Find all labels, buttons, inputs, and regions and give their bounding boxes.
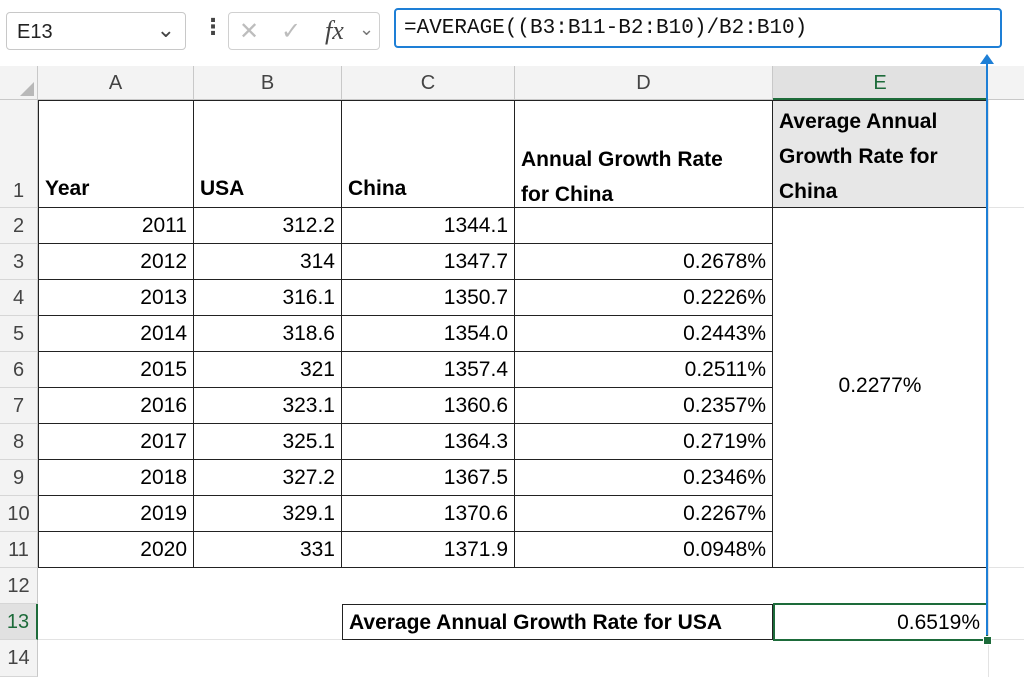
avg-usa-value[interactable]: 0.6519%: [773, 603, 988, 641]
row-header-11[interactable]: 11: [0, 532, 38, 568]
formula-input[interactable]: =AVERAGE((B3:B11-B2:B10)/B2:B10): [394, 8, 1002, 48]
year-cell[interactable]: 2019: [38, 496, 194, 532]
growth-cell[interactable]: 0.2357%: [515, 388, 773, 424]
china-cell[interactable]: 1370.6: [342, 496, 515, 532]
formula-bar: E13 ⌄ ⋮ ✕ ✓ fx ⌄ =AVERAGE((B3:B11-B2:B10…: [0, 0, 1024, 64]
growth-cell[interactable]: 0.2443%: [515, 316, 773, 352]
growth-cell[interactable]: 0.2678%: [515, 244, 773, 280]
avg-usa-label[interactable]: Average Annual Growth Rate for USA: [342, 604, 773, 640]
formula-expand-chevron-icon[interactable]: ⌄: [359, 19, 375, 39]
growth-cell[interactable]: 0.2267%: [515, 496, 773, 532]
row-header-14[interactable]: 14: [0, 640, 38, 677]
row-header-7[interactable]: 7: [0, 388, 38, 424]
more-options-icon[interactable]: ⋮: [202, 14, 224, 39]
cancel-icon[interactable]: ✕: [239, 18, 260, 45]
column-header-a[interactable]: A: [38, 66, 194, 100]
header-year[interactable]: Year: [38, 100, 194, 208]
column-header-e[interactable]: E: [773, 66, 988, 100]
growth-cell[interactable]: 0.2719%: [515, 424, 773, 460]
year-cell[interactable]: 2017: [38, 424, 194, 460]
year-cell[interactable]: 2015: [38, 352, 194, 388]
select-all-corner[interactable]: [0, 66, 38, 100]
year-cell[interactable]: 2018: [38, 460, 194, 496]
header-china[interactable]: China: [342, 100, 515, 208]
formula-text: =AVERAGE((B3:B11-B2:B10)/B2:B10): [404, 17, 808, 40]
china-cell[interactable]: 1357.4: [342, 352, 515, 388]
year-cell[interactable]: 2013: [38, 280, 194, 316]
header-growth-china-line1: Annual Growth Rate: [521, 148, 723, 171]
growth-cell[interactable]: 0.2226%: [515, 280, 773, 316]
usa-cell[interactable]: 316.1: [194, 280, 342, 316]
growth-cell[interactable]: 0.0948%: [515, 532, 773, 568]
growth-cell[interactable]: 0.2346%: [515, 460, 773, 496]
formula-controls: ✕ ✓ fx ⌄: [228, 12, 380, 50]
china-cell[interactable]: 1350.7: [342, 280, 515, 316]
gridline: [988, 100, 989, 677]
header-growth-china-line2: for China: [521, 183, 614, 206]
usa-cell[interactable]: 331: [194, 532, 342, 568]
row-header-2[interactable]: 2: [0, 208, 38, 244]
year-cell[interactable]: 2012: [38, 244, 194, 280]
row-header-1[interactable]: 1: [0, 100, 38, 208]
gridline: [988, 207, 1024, 208]
usa-cell[interactable]: 323.1: [194, 388, 342, 424]
header-growth-china[interactable]: Annual Growth Rate for China: [515, 100, 773, 208]
header-avg-china[interactable]: Average Annual Growth Rate for China: [773, 100, 988, 208]
china-cell[interactable]: 1367.5: [342, 460, 515, 496]
row-header-5[interactable]: 5: [0, 316, 38, 352]
china-cell[interactable]: 1354.0: [342, 316, 515, 352]
china-cell[interactable]: 1347.7: [342, 244, 515, 280]
name-box[interactable]: E13 ⌄: [6, 12, 186, 50]
usa-cell[interactable]: 318.6: [194, 316, 342, 352]
header-avg-china-line2: Growth Rate for: [779, 145, 938, 168]
header-avg-china-line3: China: [779, 180, 838, 203]
header-avg-china-line1: Average Annual: [779, 110, 938, 133]
growth-cell[interactable]: 0.2511%: [515, 352, 773, 388]
china-cell[interactable]: 1364.3: [342, 424, 515, 460]
fill-handle[interactable]: [983, 636, 992, 645]
usa-cell[interactable]: 325.1: [194, 424, 342, 460]
insert-function-icon[interactable]: fx: [325, 16, 344, 45]
chevron-down-icon[interactable]: ⌄: [156, 17, 175, 42]
year-cell[interactable]: 2016: [38, 388, 194, 424]
usa-cell[interactable]: 321: [194, 352, 342, 388]
china-cell[interactable]: 1360.6: [342, 388, 515, 424]
trace-arrowhead-icon: [980, 54, 994, 64]
row-header-6[interactable]: 6: [0, 352, 38, 388]
year-cell[interactable]: 2020: [38, 532, 194, 568]
row-header-3[interactable]: 3: [0, 244, 38, 280]
header-usa[interactable]: USA: [194, 100, 342, 208]
year-cell[interactable]: 2014: [38, 316, 194, 352]
row-header-13[interactable]: 13: [0, 604, 38, 640]
column-header-d[interactable]: D: [515, 66, 773, 100]
row-header-8[interactable]: 8: [0, 424, 38, 460]
column-header-f[interactable]: [988, 66, 1024, 100]
column-header-c[interactable]: C: [342, 66, 515, 100]
row-header-9[interactable]: 9: [0, 460, 38, 496]
usa-cell[interactable]: 327.2: [194, 460, 342, 496]
trace-arrow-line: [986, 60, 988, 635]
avg-china-value[interactable]: 0.2277%: [773, 208, 988, 568]
row-header-10[interactable]: 10: [0, 496, 38, 532]
row-header-4[interactable]: 4: [0, 280, 38, 316]
year-cell[interactable]: 2011: [38, 208, 194, 244]
name-box-value: E13: [17, 21, 53, 43]
usa-cell[interactable]: 312.2: [194, 208, 342, 244]
select-all-triangle-icon: [20, 82, 34, 96]
enter-check-icon[interactable]: ✓: [281, 18, 302, 45]
growth-cell[interactable]: [515, 208, 773, 244]
column-header-b[interactable]: B: [194, 66, 342, 100]
china-cell[interactable]: 1371.9: [342, 532, 515, 568]
row-header-12[interactable]: 12: [0, 568, 38, 604]
usa-cell[interactable]: 314: [194, 244, 342, 280]
usa-cell[interactable]: 329.1: [194, 496, 342, 532]
china-cell[interactable]: 1344.1: [342, 208, 515, 244]
